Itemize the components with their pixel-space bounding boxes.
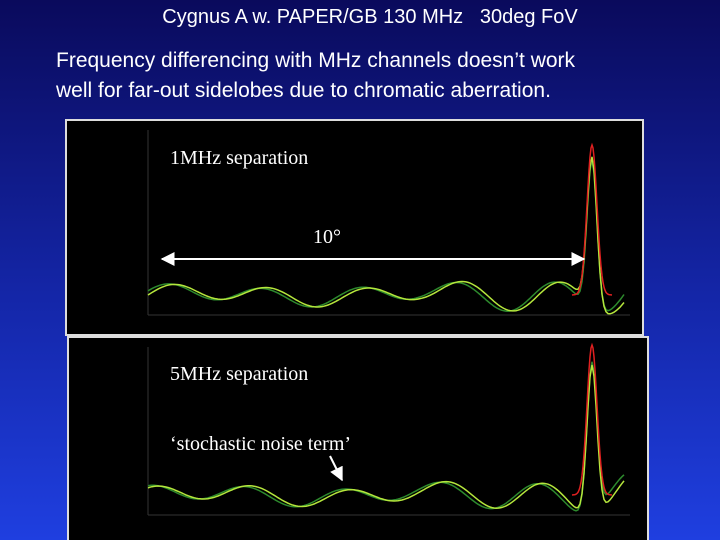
plot-curves [147, 130, 630, 316]
pointer-arrow [329, 455, 343, 482]
body-text: Frequency differencing with MHz channels… [56, 49, 576, 72]
panel-label: 1MHz separation [170, 147, 308, 169]
plot-curves [147, 342, 630, 516]
curve [147, 364, 625, 509]
plot-panel: 5MHz separation ‘stochastic noise term’ [67, 336, 649, 540]
annotation: ‘stochastic noise term’ [170, 433, 351, 455]
plot-panel: 1MHz separation 10° [65, 119, 644, 336]
peak-curve [571, 142, 613, 296]
panel-frame [67, 336, 649, 540]
curve [147, 156, 625, 315]
panel-label: 5MHz separation [170, 363, 308, 385]
body-text: well for far-out sidelobes due to chroma… [56, 79, 551, 102]
panel-frame [65, 119, 644, 336]
annotation: 10° [313, 226, 341, 248]
slide-title: Cygnus A w. PAPER/GB 130 MHz 30deg FoV [162, 6, 578, 28]
peak-curve [571, 342, 613, 496]
